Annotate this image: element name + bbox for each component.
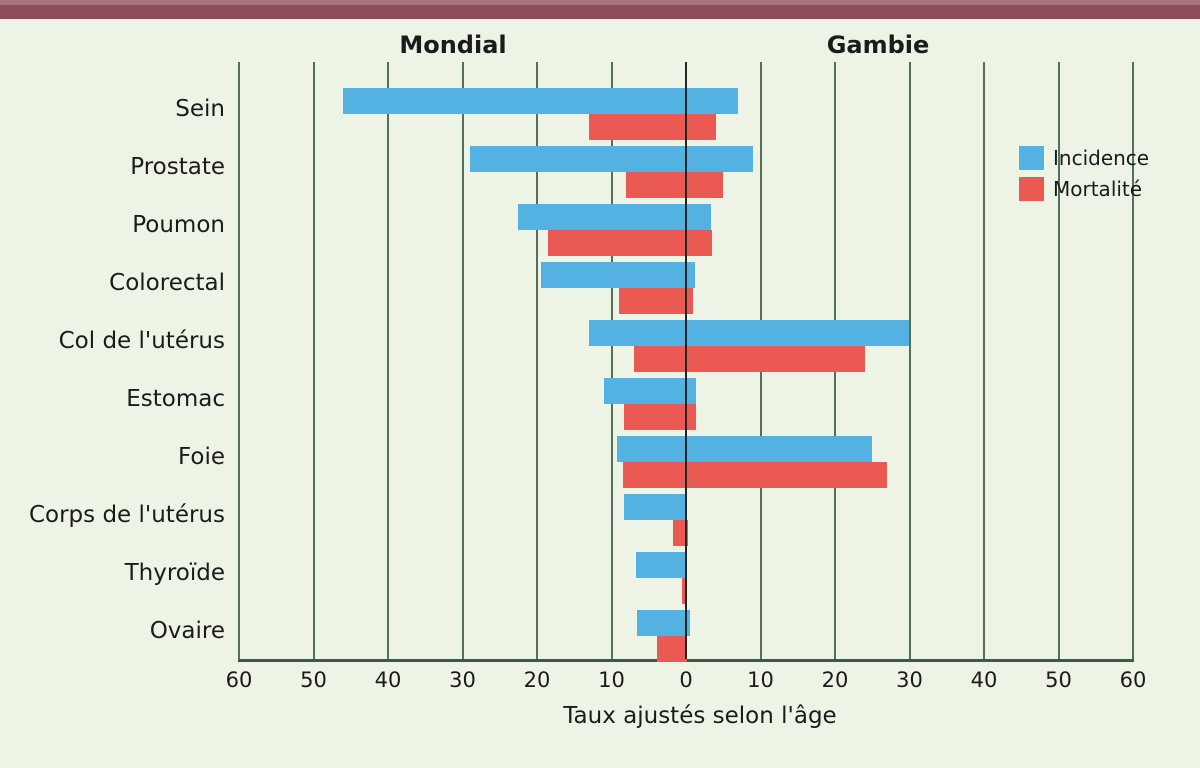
mortalite-swatch-icon [1019, 176, 1044, 201]
left-panel-title: Mondial [399, 31, 507, 59]
x-tick-right-10: 10 [747, 668, 774, 692]
x-tick-right-50: 50 [1045, 668, 1072, 692]
legend-item-mortalite: Mortalité [1019, 176, 1149, 201]
gridline [610, 62, 613, 659]
incidence-bar-poumon [518, 204, 711, 230]
incidence-swatch-icon [1019, 145, 1044, 170]
mortalite-bar-estomac [624, 404, 697, 430]
incidence-bar-sein [343, 88, 739, 114]
incidence-bar-corps-de-l-uterus [624, 494, 686, 520]
legend: Incidence Mortalité [1019, 145, 1149, 207]
gridline [461, 62, 464, 659]
x-tick-left-20: 20 [523, 668, 551, 692]
mortalite-bar-col-de-l-uterus [633, 346, 865, 372]
incidence-bar-ovaire [636, 610, 691, 636]
incidence-bar-thyroide [636, 552, 686, 578]
mortalite-bar-thyroide [682, 578, 688, 604]
zero-axis-line [685, 62, 687, 659]
right-panel-title: Gambie [826, 31, 930, 59]
x-tick-right-20: 20 [821, 668, 849, 692]
category-label-foie: Foie [177, 444, 225, 470]
category-label-estomac: Estomac [126, 386, 225, 412]
x-tick-left-60: 60 [225, 668, 253, 692]
incidence-bar-col-de-l-uterus [589, 320, 910, 346]
category-label-corps-de-l-uterus: Corps de l'utérus [28, 502, 225, 528]
x-tick-right-30: 30 [896, 668, 923, 692]
incidence-bar-estomac [604, 378, 697, 404]
x-tick-0: 0 [679, 668, 693, 692]
incidence-bar-foie [617, 436, 873, 462]
mortalite-bar-foie [622, 462, 888, 488]
category-label-ovaire: Ovaire [149, 618, 225, 644]
mortalite-bar-colorectal [618, 288, 694, 314]
mortalite-bar-ovaire [656, 636, 688, 662]
category-label-prostate: Prostate [130, 154, 225, 180]
x-tick-right-60: 60 [1119, 668, 1147, 692]
gridline [983, 62, 985, 659]
category-label-thyroide: Thyroïde [124, 560, 225, 586]
gridline [536, 62, 538, 659]
category-label-col-de-l-uterus: Col de l'utérus [58, 328, 225, 354]
category-axis-labels: Sein Prostate Poumon Colorectal Col de l'uté… [0, 0, 225, 768]
legend-label-incidence: Incidence [1053, 145, 1150, 170]
gridline [1057, 62, 1060, 659]
incidence-bar-colorectal [540, 262, 695, 288]
incidence-bar-prostate [469, 146, 754, 172]
x-tick-left-50: 50 [300, 668, 327, 692]
category-label-sein: Sein [175, 96, 225, 122]
mortalite-bar-sein [589, 114, 716, 140]
legend-item-incidence: Incidence [1019, 145, 1149, 170]
plot-area [238, 62, 1134, 662]
x-tick-left-10: 10 [598, 668, 625, 692]
mortalite-bar-corps-de-l-uterus [672, 520, 689, 546]
x-axis-title: Taux ajustés selon l'âge [563, 703, 837, 729]
mortalite-bar-prostate [626, 172, 724, 198]
x-tick-right-40: 40 [970, 668, 998, 692]
gridline [238, 62, 240, 659]
gridline [387, 62, 389, 659]
x-tick-left-40: 40 [374, 668, 402, 692]
gridline [1132, 62, 1134, 659]
top-border-band [0, 0, 1200, 19]
category-label-colorectal: Colorectal [109, 270, 225, 296]
category-label-poumon: Poumon [132, 212, 225, 238]
gridline [312, 62, 315, 659]
x-tick-left-30: 30 [449, 668, 476, 692]
gridline [908, 62, 911, 659]
legend-label-mortalite: Mortalité [1053, 176, 1143, 201]
mortalite-bar-poumon [548, 230, 713, 256]
